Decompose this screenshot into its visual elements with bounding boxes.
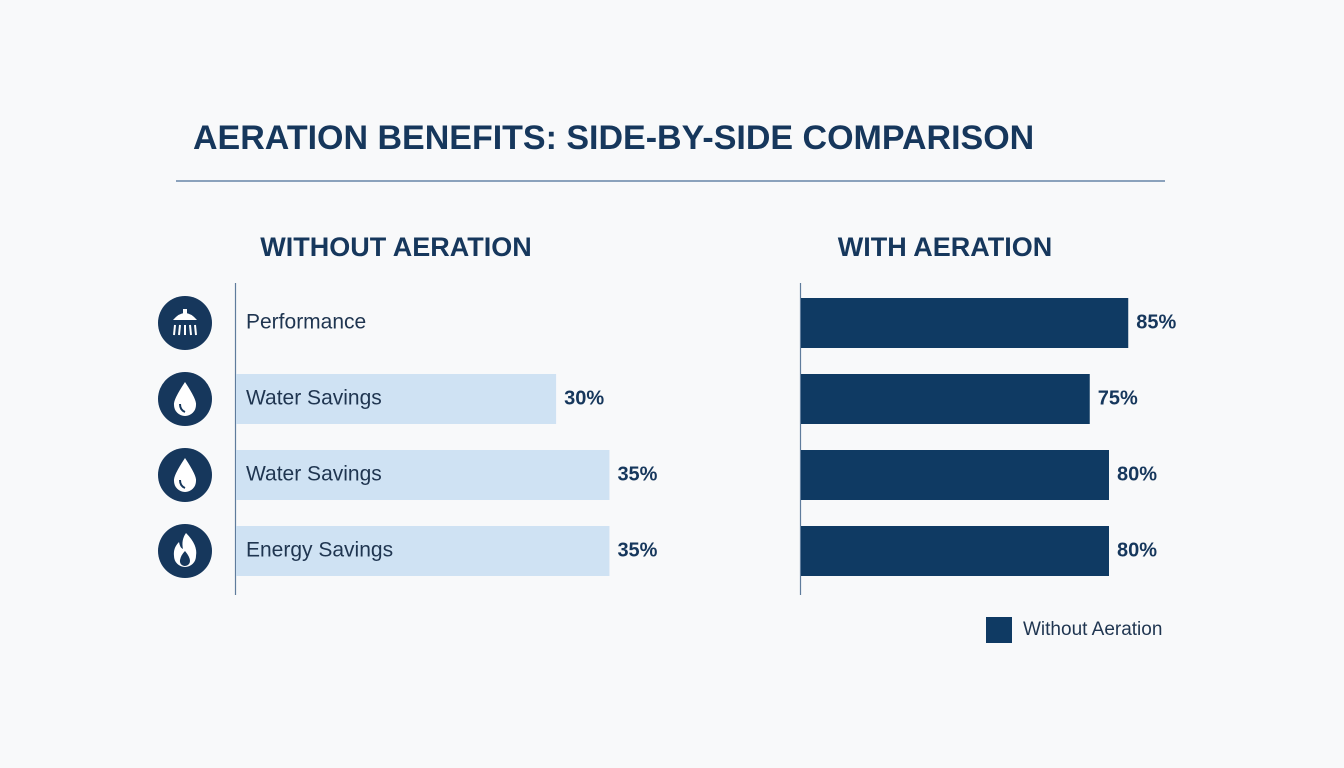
chart-title: WITH AERATION	[838, 232, 1052, 262]
value-label: 30%	[564, 387, 604, 409]
category-label: Water Savings	[246, 463, 382, 486]
value-label: 80%	[1117, 463, 1157, 485]
icon-shower	[158, 296, 212, 350]
legend-label: Without Aeration	[1023, 619, 1162, 640]
legend-swatch	[986, 617, 1012, 643]
chart-title: WITHOUT AERATION	[260, 232, 531, 262]
bar	[236, 450, 610, 500]
bar	[801, 526, 1109, 576]
bar	[236, 374, 557, 424]
bar	[801, 374, 1090, 424]
icon-drop	[158, 372, 212, 426]
bar	[236, 526, 610, 576]
icon-drop	[158, 448, 212, 502]
value-label: 80%	[1117, 539, 1157, 561]
value-label: 75%	[1098, 387, 1138, 409]
page-title: AERATION BENEFITS: SIDE-BY-SIDE COMPARIS…	[193, 119, 1034, 157]
category-label: Energy Savings	[246, 539, 393, 562]
value-label: 35%	[617, 463, 657, 485]
bar	[801, 450, 1109, 500]
icon-flame	[158, 524, 212, 578]
category-label: Water Savings	[246, 387, 382, 410]
category-label: Performance	[246, 311, 366, 334]
bar	[801, 298, 1129, 348]
value-label: 35%	[617, 539, 657, 561]
value-label: 85%	[1136, 311, 1176, 333]
